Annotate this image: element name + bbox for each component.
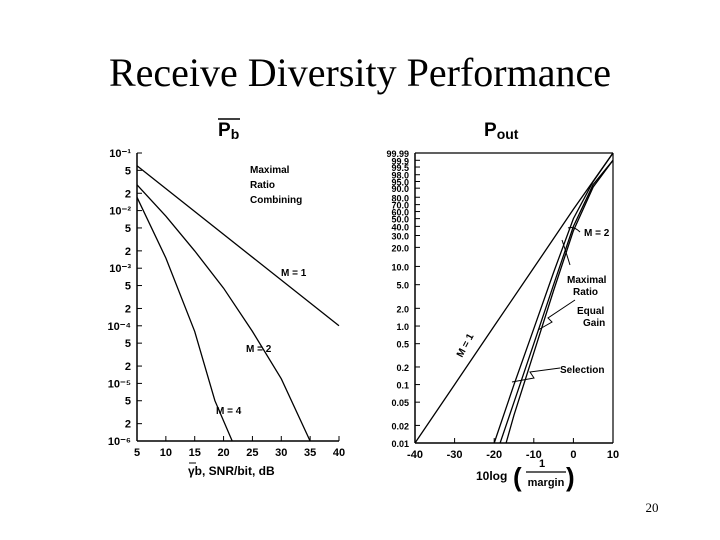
y-tick-label: 50.0 — [391, 215, 409, 225]
pointer — [567, 227, 581, 233]
slide-title: Receive Diversity Performance — [109, 50, 611, 95]
series-label: M = 2 — [246, 344, 272, 355]
series-label: M = 4 — [216, 406, 242, 417]
series-line — [414, 152, 614, 444]
y-tick-label: 0.01 — [391, 439, 409, 449]
x-tick-label: -40 — [407, 449, 423, 461]
x-tick-label: -30 — [447, 449, 463, 461]
x-tick-label: 25 — [246, 447, 258, 459]
y-tick-label: 10⁻⁵ — [108, 378, 131, 390]
annotation: Ratio — [250, 180, 275, 191]
y-axis-label: Pout — [484, 120, 519, 142]
y-tick-label: 2 — [125, 188, 131, 200]
x-axis-label: γb, SNR/bit, dB — [188, 464, 275, 478]
y-tick-label: 1.0 — [396, 322, 409, 332]
x-tick-label: 10 — [160, 447, 172, 459]
series-line — [136, 184, 311, 442]
x-tick-label: 35 — [304, 447, 316, 459]
y-tick-label: 10⁻³ — [109, 263, 131, 275]
y-tick-label: 0.5 — [396, 340, 409, 350]
x-axis-label: 10log — [476, 469, 507, 483]
y-tick-label: 10⁻¹ — [109, 148, 131, 160]
x-label-numerator: 1 — [539, 458, 545, 470]
y-tick-label: 98.0 — [391, 171, 409, 181]
y-tick-label: 40.0 — [391, 222, 409, 232]
x-tick-label: 40 — [333, 447, 345, 459]
pointer — [511, 367, 561, 383]
y-tick-label: 0.1 — [396, 381, 409, 391]
series-line — [136, 165, 340, 327]
y-tick-label: 90.0 — [391, 184, 409, 194]
series-label: Maximal Ratio — [567, 275, 609, 298]
y-tick-label: 2.0 — [396, 304, 409, 314]
x-label-denominator: margin — [528, 477, 565, 489]
annotation: Combining — [250, 195, 302, 206]
y-tick-label: 2 — [125, 246, 131, 258]
y-tick-label: 95.0 — [391, 177, 409, 187]
x-tick-label: 10 — [607, 449, 619, 461]
y-tick-label: 70.0 — [391, 201, 409, 211]
y-tick-label: 0.2 — [396, 363, 409, 373]
x-tick-label: 5 — [134, 447, 140, 459]
x-tick-label: 15 — [189, 447, 201, 459]
y-tick-label: 10⁻² — [109, 206, 131, 218]
x-tick-label: 0 — [570, 449, 576, 461]
pointer — [561, 239, 571, 266]
y-tick-label: 99.99 — [386, 149, 409, 159]
series-line — [505, 159, 614, 444]
y-tick-label: 5 — [125, 223, 131, 235]
series-line — [493, 152, 614, 444]
y-axis-label: Pb — [218, 120, 239, 142]
y-tick-label: 5 — [125, 338, 131, 350]
y-tick-label: 2 — [125, 303, 131, 315]
annotation: Maximal — [250, 165, 290, 176]
y-tick-label: 5.0 — [396, 281, 409, 291]
y-tick-label: 2 — [125, 419, 131, 431]
y-tick-label: 10.0 — [391, 262, 409, 272]
series-line — [136, 197, 233, 442]
y-tick-label: 10⁻⁴ — [108, 321, 131, 333]
x-tick-label: -20 — [486, 449, 502, 461]
y-tick-label: 0.05 — [391, 398, 409, 408]
series-label: Selection — [560, 365, 604, 376]
y-tick-label: 5 — [125, 396, 131, 408]
y-tick-label: 5 — [125, 165, 131, 177]
pointer — [537, 299, 576, 331]
series-line — [499, 159, 614, 444]
y-tick-label: 30.0 — [391, 231, 409, 241]
y-tick-label: 5 — [125, 281, 131, 293]
x-tick-label: 20 — [217, 447, 229, 459]
y-tick-label: 2 — [125, 361, 131, 373]
x-tick-label: 30 — [275, 447, 287, 459]
y-tick-label: 0.02 — [391, 421, 409, 431]
paren: ) — [566, 462, 575, 492]
series-label: Equal Gain — [577, 306, 607, 329]
series-label: M = 1 — [281, 268, 307, 279]
x-tick-label: -10 — [526, 449, 542, 461]
page-number: 20 — [646, 500, 659, 515]
y-tick-label: 99.5 — [391, 163, 409, 173]
y-tick-label: 80.0 — [391, 193, 409, 203]
paren: ( — [513, 462, 522, 492]
y-tick-label: 20.0 — [391, 243, 409, 253]
y-tick-label: 10⁻⁶ — [108, 436, 131, 448]
annotation: M = 2 — [584, 228, 610, 239]
y-tick-label: 99.9 — [391, 156, 409, 166]
y-tick-label: 60.0 — [391, 208, 409, 218]
